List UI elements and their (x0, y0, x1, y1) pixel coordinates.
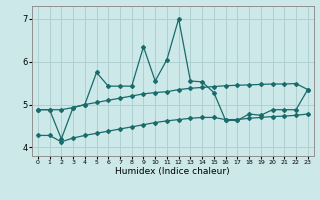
X-axis label: Humidex (Indice chaleur): Humidex (Indice chaleur) (116, 167, 230, 176)
